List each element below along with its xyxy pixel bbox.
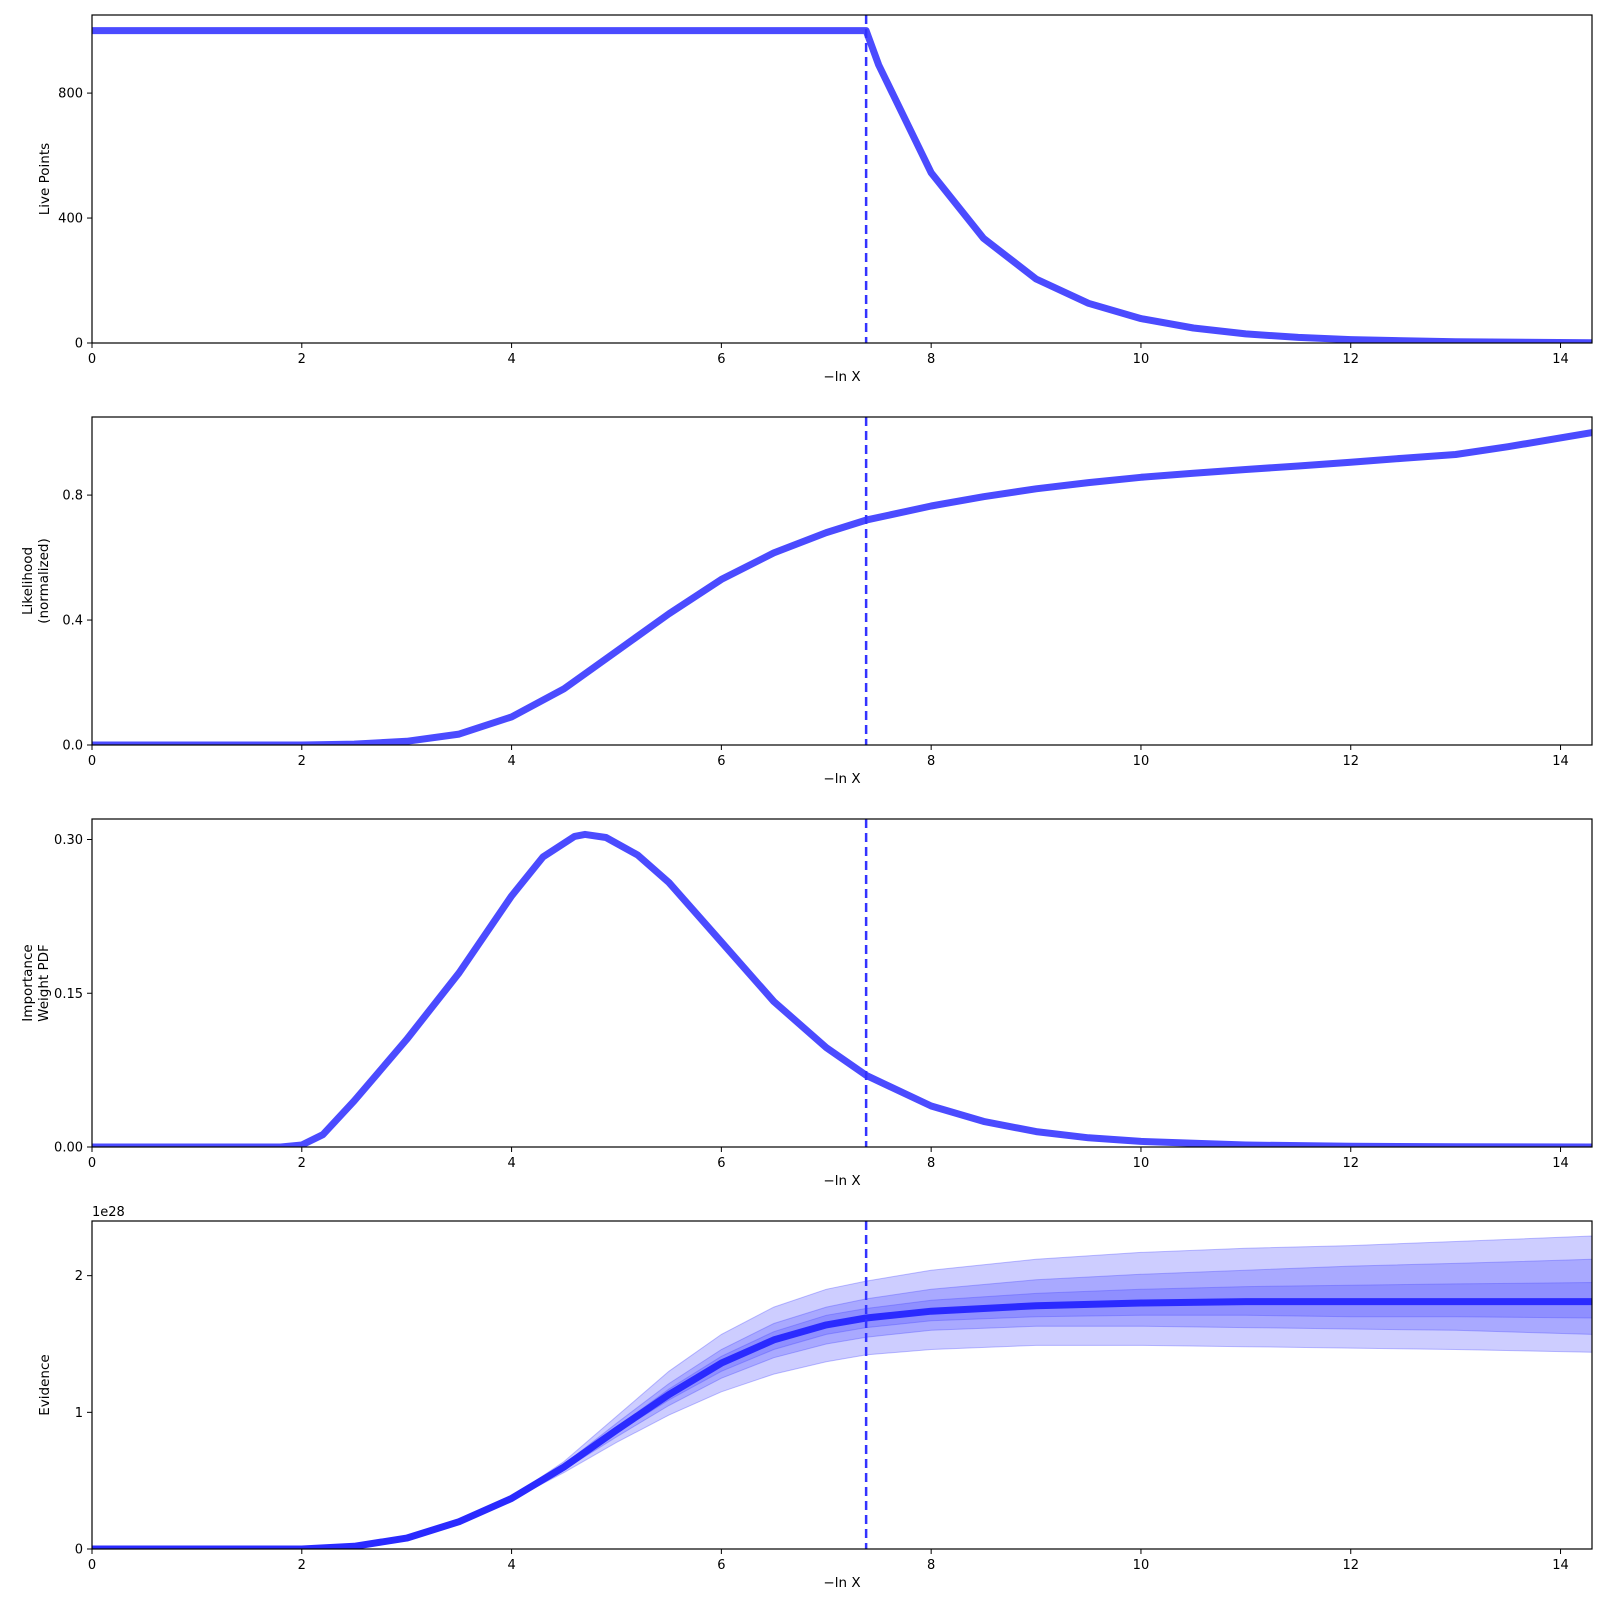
axes-frame <box>91 416 1593 746</box>
x-tick-label: 12 <box>1342 754 1359 769</box>
series-line-1 <box>92 429 1592 745</box>
y-axis-label: Live Points <box>37 143 53 215</box>
series-line-1 <box>92 27 1592 343</box>
x-tick-label: 0 <box>88 1156 96 1171</box>
x-tick-label: 4 <box>507 1156 515 1171</box>
x-tick-label: 4 <box>507 1558 515 1573</box>
x-tick-label: 8 <box>927 1156 935 1171</box>
x-tick-label: 0 <box>88 754 96 769</box>
x-tick-label: 4 <box>507 754 515 769</box>
x-tick-label: 12 <box>1342 1156 1359 1171</box>
x-tick-label: 8 <box>927 754 935 769</box>
x-tick-label: 0 <box>88 352 96 367</box>
x-tick-label: 6 <box>717 754 725 769</box>
x-axis-label: −ln X <box>823 771 860 787</box>
x-tick-label: 14 <box>1552 754 1569 769</box>
y-axis-label: Likelihood <box>20 547 36 615</box>
x-tick-label: 6 <box>717 352 725 367</box>
x-tick-label: 10 <box>1133 1558 1150 1573</box>
y-tick-label: 0 <box>75 337 83 352</box>
y-axis-label: Weight PDF <box>36 944 52 1022</box>
x-tick-label: 2 <box>298 352 306 367</box>
y-tick-label: 1 <box>75 1406 83 1421</box>
y-tick-label: 0.4 <box>62 614 83 629</box>
axes-frame <box>91 14 1593 344</box>
panel-1: 0 2 4 6 8 10 12 14 0 400 800 −ln X Live Points <box>37 14 1593 385</box>
plot-area <box>92 1221 1592 1549</box>
x-axis-label: −ln X <box>823 369 860 385</box>
y-tick-label: 0.15 <box>54 987 83 1002</box>
x-tick-label: 12 <box>1342 352 1359 367</box>
x-tick-label: 4 <box>507 352 515 367</box>
x-tick-label: 2 <box>298 1156 306 1171</box>
x-tick-label: 8 <box>927 1558 935 1573</box>
y-tick-label: 2 <box>75 1269 83 1284</box>
plot-area <box>92 15 1592 343</box>
x-tick-label: 12 <box>1342 1558 1359 1573</box>
x-tick-label: 0 <box>88 1558 96 1573</box>
axes-frame <box>91 1220 1593 1550</box>
y-tick-label: 0.00 <box>54 1141 83 1156</box>
axes-frame <box>91 818 1593 1148</box>
y-tick-label: 0.30 <box>54 833 83 848</box>
x-tick-label: 10 <box>1133 352 1150 367</box>
x-tick-label: 10 <box>1133 754 1150 769</box>
x-tick-label: 6 <box>717 1156 725 1171</box>
x-tick-label: 2 <box>298 754 306 769</box>
x-tick-label: 14 <box>1552 1558 1569 1573</box>
x-tick-label: 6 <box>717 1558 725 1573</box>
y-axis-label: (normalized) <box>36 538 52 624</box>
series-line-1 <box>92 830 1592 1147</box>
evidence-band-1 <box>92 1235 1592 1549</box>
x-tick-label: 14 <box>1552 352 1569 367</box>
x-tick-label: 8 <box>927 352 935 367</box>
y-tick-label: 0.8 <box>62 489 83 504</box>
x-tick-label: 2 <box>298 1558 306 1573</box>
y-tick-label: 0 <box>75 1543 83 1558</box>
y-tick-label: 800 <box>58 87 83 102</box>
evidence-median-line <box>92 1298 1592 1549</box>
x-axis-label: −ln X <box>823 1575 860 1591</box>
y-tick-label: 0.0 <box>62 739 83 754</box>
plot-area <box>92 417 1592 745</box>
y-tick-label: 400 <box>58 212 83 227</box>
plot-area <box>92 819 1592 1147</box>
panel-2: 0 2 4 6 8 10 12 14 0.0 0.4 0.8 −ln X Likelihood (norm… <box>20 416 1593 787</box>
x-tick-label: 10 <box>1133 1156 1150 1171</box>
y-offset-text: 1e28 <box>92 1205 125 1220</box>
x-tick-label: 14 <box>1552 1156 1569 1171</box>
evidence-band-2 <box>92 1258 1592 1549</box>
x-axis-label: −ln X <box>823 1173 860 1189</box>
y-axis-label: Evidence <box>37 1354 53 1415</box>
y-axis-label: Importance <box>20 944 36 1021</box>
panel-3: 0 2 4 6 8 10 12 14 0.00 0.15 0.30 −ln X Importance We… <box>20 818 1593 1189</box>
